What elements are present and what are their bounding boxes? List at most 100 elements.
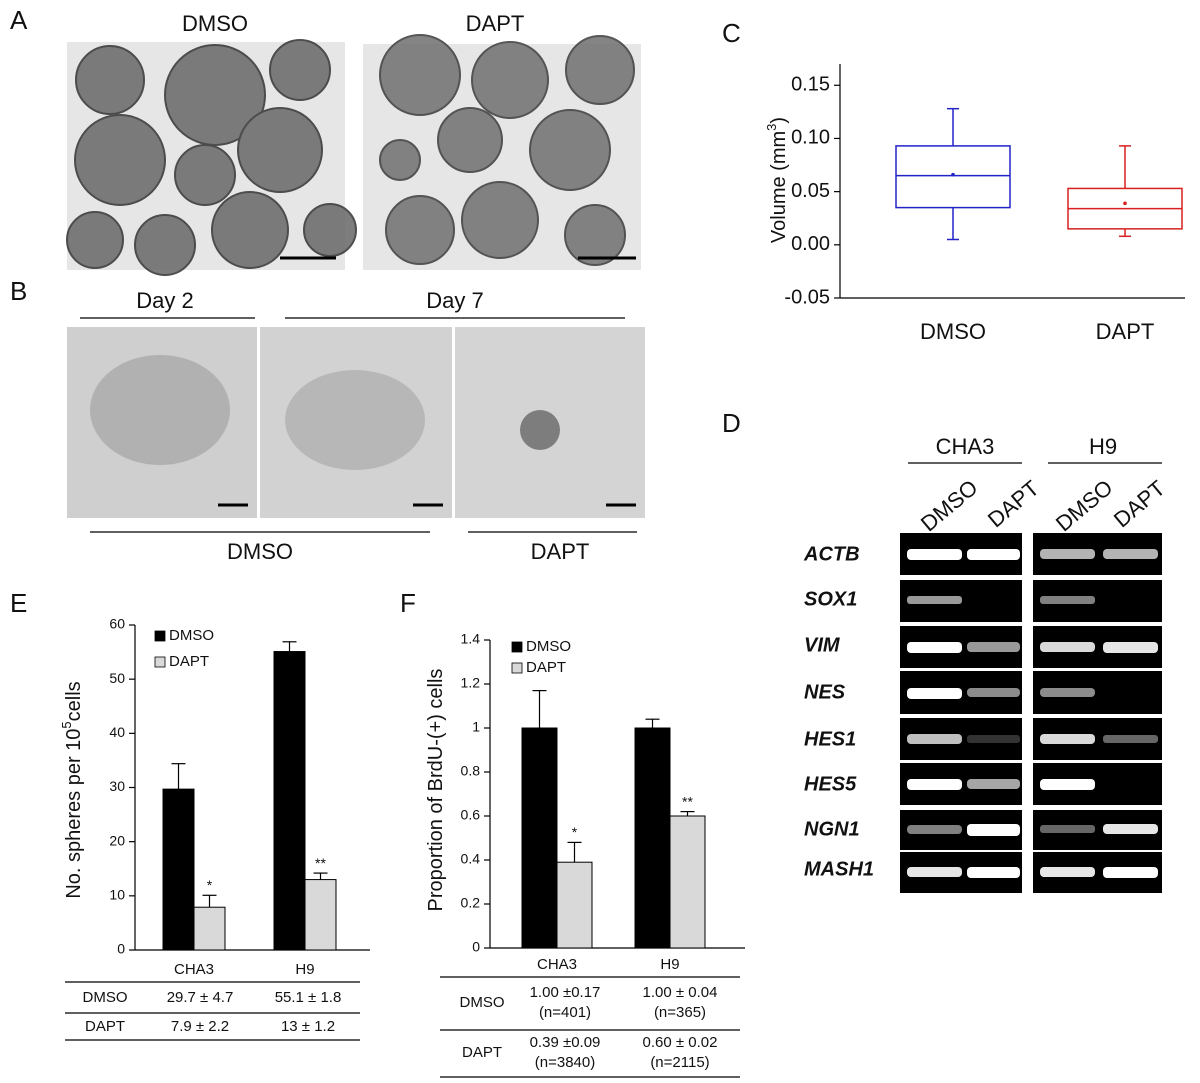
panel-label: A — [10, 5, 28, 35]
panel-label: E — [10, 588, 27, 618]
gel — [900, 533, 1162, 893]
x-tick-label: DMSO — [920, 319, 986, 344]
y-tick-label: 0.10 — [791, 127, 830, 149]
micrograph — [66, 34, 641, 276]
label-text: Proportion of BrdU-(+) cells — [425, 669, 447, 912]
y-axis-label: Proportion of BrdU-(+) cells — [425, 669, 447, 912]
y-tick-label: 0.15 — [791, 74, 830, 96]
x-tick-label: CHA3 — [537, 956, 577, 973]
mean — [1123, 201, 1127, 206]
y-tick-label: 1.2 — [461, 675, 481, 691]
group-label: DMSO — [227, 539, 293, 564]
y-axis-label: No. spheres per 105cells — [59, 681, 85, 898]
gene-label: NGN1 — [804, 818, 860, 840]
panel-label: D — [722, 408, 741, 438]
y-tick-label: 0.8 — [461, 763, 481, 779]
micrograph — [67, 327, 645, 518]
significance: ** — [315, 855, 326, 871]
label-text: cells — [63, 681, 85, 721]
label-sup: 3 — [764, 124, 779, 131]
legend-label: DAPT — [169, 653, 209, 670]
y-tick-label: 20 — [109, 832, 125, 848]
y-tick-label: 1.4 — [461, 631, 481, 647]
label-text: ) — [768, 117, 790, 124]
table-cell: DMSO — [460, 994, 505, 1011]
legend-swatch — [154, 656, 166, 668]
y-tick-label: 0.05 — [791, 180, 830, 202]
x-tick-label: DAPT — [1096, 319, 1155, 344]
table-cell: 1.00 ± 0.04 — [643, 984, 718, 1001]
panel-label: B — [10, 276, 27, 306]
y-tick-label: 1 — [472, 719, 480, 735]
cell-line: CHA3 — [936, 434, 995, 459]
table-cell: DAPT — [462, 1044, 502, 1061]
day-label: Day 2 — [136, 288, 193, 313]
panel-label: C — [722, 18, 741, 48]
table-cell: (n=3840) — [535, 1054, 595, 1071]
y-tick-label: 40 — [109, 724, 125, 740]
gene-label: VIM — [804, 634, 841, 656]
table-cell: 13 ± 1.2 — [281, 1018, 335, 1035]
y-tick-label: 0.6 — [461, 807, 481, 823]
bar — [193, 906, 226, 951]
table-cell: 55.1 ± 1.8 — [275, 989, 342, 1006]
significance: * — [207, 877, 213, 893]
legend-swatch — [511, 662, 523, 674]
legend-label: DMSO — [526, 638, 571, 655]
bar — [521, 727, 558, 949]
gene-label: MASH1 — [804, 858, 874, 880]
bar — [162, 788, 195, 951]
bar — [273, 651, 306, 951]
y-axis-label: Volume (mm3) — [764, 117, 790, 243]
table-cell: (n=2115) — [650, 1054, 709, 1071]
bar — [304, 879, 337, 951]
table-cell: 0.39 ±0.09 — [530, 1034, 601, 1051]
y-tick-label: 50 — [109, 670, 125, 686]
y-tick-label: 0.2 — [461, 895, 481, 911]
significance: * — [572, 824, 578, 840]
gene-label: HES1 — [804, 728, 856, 750]
label-text: No. spheres per 10 — [63, 729, 85, 899]
table-cell: DAPT — [85, 1018, 125, 1035]
legend-label: DAPT — [526, 659, 566, 676]
lane-label: DAPT — [983, 475, 1044, 532]
image-title: DMSO — [182, 11, 248, 36]
mean — [951, 172, 955, 177]
bar — [669, 815, 706, 949]
gene-label: NES — [804, 681, 846, 703]
legend-label: DMSO — [169, 627, 214, 644]
gene-label: SOX1 — [804, 588, 857, 610]
table-cell: DMSO — [83, 989, 128, 1006]
legend-swatch — [154, 630, 166, 642]
y-tick-label: 0.4 — [461, 851, 481, 867]
lane-label: DAPT — [1109, 475, 1170, 532]
y-tick-label: 0 — [117, 941, 125, 957]
table-cell: 29.7 ± 4.7 — [167, 989, 234, 1006]
y-tick-label: 30 — [109, 778, 125, 794]
legend-swatch — [511, 641, 523, 653]
image-title: DAPT — [466, 11, 525, 36]
table-cell: 0.60 ± 0.02 — [643, 1034, 718, 1051]
day-label: Day 7 — [426, 288, 483, 313]
x-tick-label: CHA3 — [174, 961, 214, 978]
table-cell: (n=401) — [539, 1004, 591, 1021]
group-label: DAPT — [531, 539, 590, 564]
lane-label: DMSO — [916, 475, 983, 537]
cell-line: H9 — [1089, 434, 1117, 459]
label-text: Volume (mm — [768, 131, 790, 243]
table-cell: 1.00 ±0.17 — [530, 984, 601, 1001]
bar — [556, 861, 593, 949]
table-cell: 7.9 ± 2.2 — [171, 1018, 229, 1035]
significance: ** — [682, 793, 693, 809]
box — [895, 145, 1011, 209]
bar — [634, 727, 671, 949]
y-tick-label: 10 — [109, 887, 125, 903]
lane-label: DMSO — [1051, 475, 1118, 537]
y-tick-label: -0.05 — [784, 286, 830, 308]
y-tick-label: 0.00 — [791, 233, 830, 255]
y-tick-label: 0 — [472, 939, 480, 955]
gene-label: HES5 — [804, 773, 857, 795]
x-tick-label: H9 — [660, 956, 679, 973]
gene-label: ACTB — [803, 543, 860, 565]
